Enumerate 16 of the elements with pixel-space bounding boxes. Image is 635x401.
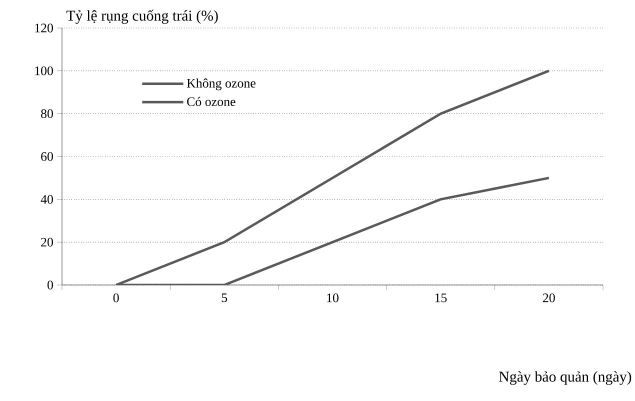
x-tick-label: 0	[113, 294, 119, 302]
y-tick-label: 0	[48, 280, 53, 290]
legend-label: Không ozone	[186, 78, 256, 90]
y-tick-label: 80	[41, 109, 53, 118]
legend-label: Có ozone	[187, 96, 236, 106]
x-tick-label: 15	[435, 294, 447, 302]
x-tick-label: 20	[542, 294, 555, 302]
y-axis-title: Tỷ lệ rụng cuống trái (%)	[66, 10, 218, 24]
y-tick-label: 20	[41, 238, 53, 247]
y-tick-label: 60	[41, 152, 53, 161]
x-tick-label: 5	[222, 294, 228, 302]
x-axis-title: Ngày bảo quản (ngày)	[499, 371, 632, 385]
x-tick-label: 10	[327, 294, 338, 302]
y-tick-label: 40	[40, 194, 53, 204]
y-tick-label: 100	[35, 66, 53, 76]
y-tick-label: 120	[35, 24, 53, 32]
